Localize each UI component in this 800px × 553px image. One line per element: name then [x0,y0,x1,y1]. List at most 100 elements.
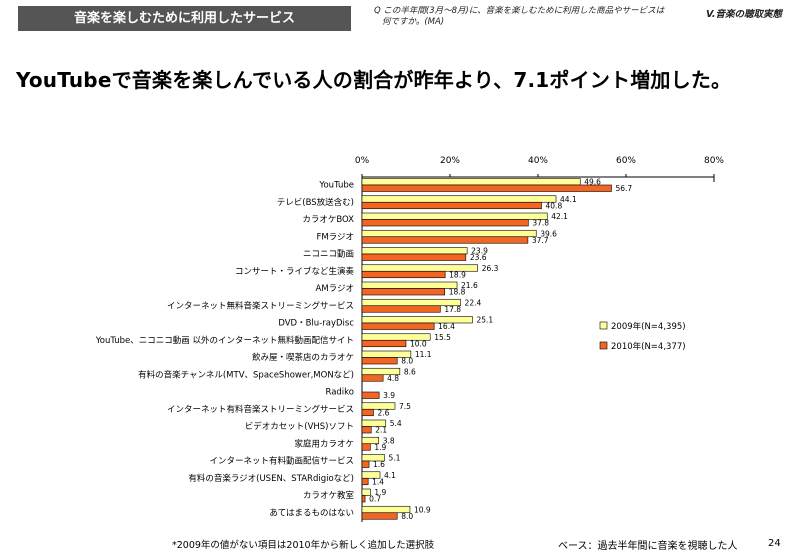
category-label: YouTube [318,181,354,191]
category-label: テレビ(BS放送含む) [277,197,354,208]
data-label-2009: 7.5 [399,402,411,411]
bar-2010 [361,270,446,279]
bar-2010 [361,477,369,486]
category-label: DVD・Blu-rayDisc [278,319,354,329]
bar-2009 [361,281,458,289]
data-label-2010: 1.6 [373,460,385,469]
bar-2009 [361,471,381,479]
bar-2010 [361,184,612,192]
bar-2010 [361,443,371,451]
data-label-2009: 23.9 [471,247,488,256]
data-label-2009: 1.9 [374,488,386,497]
data-label-2009: 11.1 [415,350,432,359]
data-label-2010: 3.9 [383,391,395,400]
category-label: 飲み屋・喫茶店のカラオケ [252,352,354,363]
bar-2010 [361,236,529,244]
bar-2010 [361,374,384,382]
data-label-2010: 10.0 [410,339,427,348]
bar-2010 [361,288,446,296]
category-label: YouTube、ニコニコ動画 以外のインターネット無料動画配信サイト [95,335,354,346]
bar-2010 [361,253,467,261]
bar-2009 [361,178,581,186]
data-label-2009: 3.8 [383,436,395,445]
bar-2009 [361,195,557,203]
bar-2010 [361,408,374,417]
data-label-2009: 15.5 [434,333,451,342]
category-label: コンサート・ライブなど生演奏 [235,266,355,277]
data-label-2010: 8.0 [401,357,413,366]
data-label-2010: 40.8 [546,201,563,210]
bar-2010 [361,426,372,434]
data-label-2010: 1.9 [374,443,386,452]
data-label-2010: 18.8 [449,288,466,297]
category-label: AMラジオ [316,284,354,294]
chapter-label: V.音楽の聴取実態 [706,9,782,20]
bar-2009 [361,488,371,496]
data-label-2009: 10.9 [414,505,431,514]
data-label-2009: 4.1 [384,471,396,480]
x-tick-label: 20% [440,156,460,166]
bar-2010 [361,201,542,210]
legend-swatch-2009 [599,321,608,330]
bar-2009 [361,212,548,220]
data-label-2009: 5.1 [388,454,400,463]
data-label-2010: 17.8 [444,305,461,314]
category-label: FMラジオ [316,232,354,242]
data-label-2010: 37.8 [532,219,549,228]
legend-swatch-2010 [599,341,608,350]
category-label: インターネット有料音楽ストリーミングサービス [167,404,354,415]
data-label-2009: 26.3 [482,264,499,273]
bar-2010 [361,391,380,399]
data-label-2009: 44.1 [560,195,577,204]
bar-2009 [361,454,385,462]
question-line-1: Q この半年間(3月～8月)に、音楽を楽しむために利用した商品やサービスは [374,6,665,16]
bar-2009 [361,316,473,324]
category-label: インターネット有料動画配信サービス [209,456,354,467]
x-tick-label: 0% [355,156,370,166]
bar-2010 [361,219,529,227]
data-label-2010: 2.6 [377,408,389,417]
data-label-2010: 18.9 [449,270,466,279]
question-line-2: 何ですか。(MA) [382,17,445,27]
category-label: ビデオカセット(VHS)ソフト [245,421,354,432]
data-label-2010: 8.0 [401,512,413,521]
data-label-2009: 49.6 [584,178,601,187]
data-label-2010: 56.7 [615,184,632,193]
category-label: 家庭用カラオケ [294,438,354,449]
data-label-2009: 39.6 [540,229,557,238]
category-label: 有料の音楽ラジオ(USEN、STARdigioなど) [188,473,354,484]
data-label-2010: 16.4 [438,322,455,331]
bar-2010 [361,305,441,313]
x-tick-label: 80% [704,156,724,166]
bar-2010 [361,339,407,348]
category-label: ニコニコ動画 [303,249,354,260]
section-label: 音楽を楽しむために利用したサービス [18,6,351,31]
bar-2009 [361,247,468,255]
category-label: カラオケBOX [302,215,354,225]
data-label-2010: 0.7 [369,495,381,504]
data-label-2010: 4.8 [387,374,399,383]
data-label-2009: 22.4 [465,298,482,307]
category-label: Radiko [325,388,354,398]
question-text: Q この半年間(3月～8月)に、音楽を楽しむために利用した商品やサービスは 何で… [374,6,694,28]
data-label-2010: 23.6 [470,253,487,262]
bar-2009 [361,402,396,410]
bar-2009 [361,229,537,238]
legend-label-2010: 2010年(N=4,377) [611,341,686,352]
data-label-2009: 25.1 [476,316,493,325]
bar-2010 [361,495,366,503]
data-label-2010: 37.7 [532,236,549,245]
category-label: カラオケ教室 [303,490,355,501]
x-tick-label: 60% [616,156,636,166]
category-label: インターネット無料音楽ストリーミングサービス [167,300,354,311]
data-label-2009: 42.1 [551,212,568,221]
bar-2010 [361,357,398,365]
x-tick-label: 40% [528,156,548,166]
page-number: 24 [768,538,781,549]
legend-label-2009: 2009年(N=4,395) [611,321,686,332]
data-label-2009: 5.4 [390,419,402,428]
bar-2010 [361,322,435,330]
bar-2010 [361,460,370,468]
category-label: あてはまるものはない [269,508,354,518]
